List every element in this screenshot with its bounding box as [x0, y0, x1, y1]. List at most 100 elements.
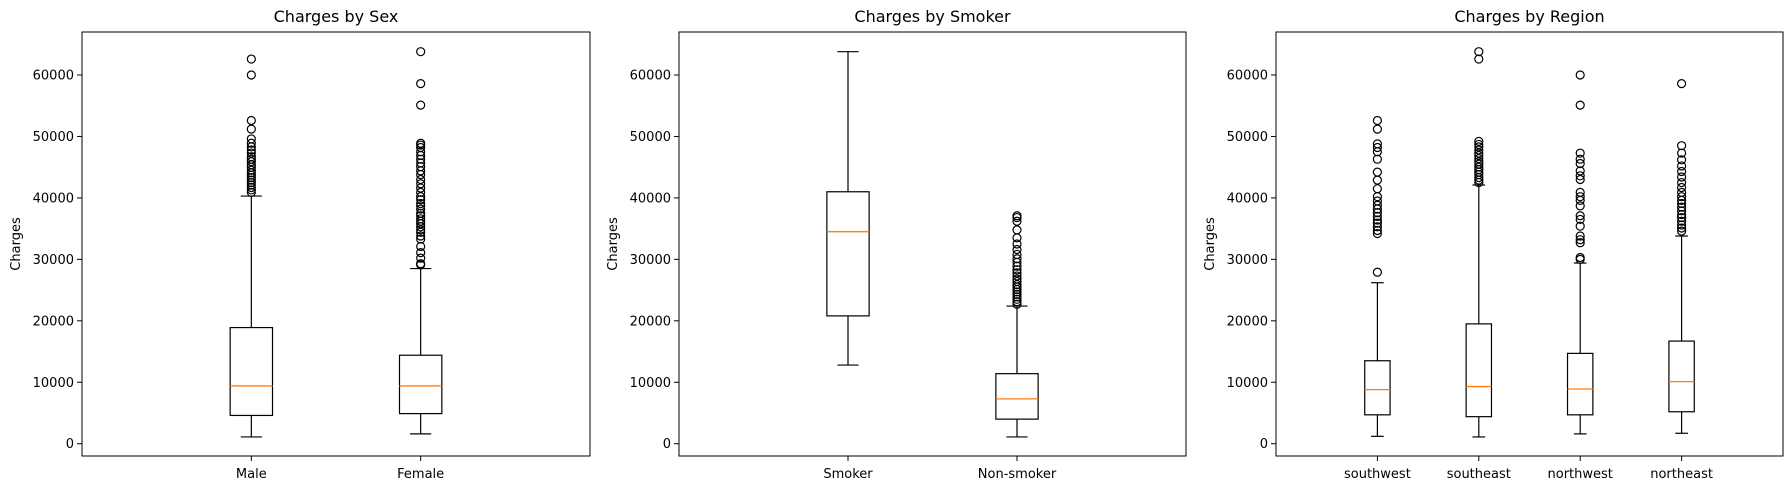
outlier-point	[1676, 198, 1687, 209]
x-tick-label: southwest	[1344, 467, 1411, 482]
outlier-point	[246, 145, 256, 155]
outlier-point	[1372, 142, 1383, 153]
outlier-point	[1372, 196, 1383, 206]
outlier-point	[1372, 124, 1383, 134]
outlier-point	[1012, 276, 1022, 287]
x-tick-label: southeast	[1447, 467, 1511, 482]
outlier-point	[1676, 177, 1687, 188]
iqr-box	[1465, 323, 1493, 418]
outlier-point	[1372, 267, 1383, 277]
iqr-box	[1364, 360, 1391, 416]
outlier-point	[246, 70, 256, 80]
outlier-point	[1372, 215, 1383, 225]
outlier-point	[1372, 211, 1383, 221]
outlier-point	[1474, 159, 1484, 169]
outlier-point	[1676, 226, 1687, 236]
y-tick-label: 40000	[33, 191, 74, 206]
outlier-point	[1012, 239, 1022, 249]
iqr-box	[229, 326, 274, 417]
outlier-point	[1676, 192, 1687, 202]
y-tick-label: 60000	[630, 69, 671, 84]
box-smoker: Smoker	[823, 51, 873, 482]
outlier-point	[1012, 299, 1022, 309]
outlier-point	[1575, 192, 1585, 202]
outlier-point	[1012, 292, 1022, 302]
box-southwest: southwest	[1344, 115, 1411, 482]
outlier-point	[416, 198, 426, 209]
outlier-point	[1012, 297, 1022, 307]
outlier-point	[416, 79, 426, 89]
outlier-point	[246, 157, 256, 167]
outlier-point	[416, 158, 426, 168]
outlier-point	[1676, 209, 1687, 220]
y-tick-label: 0	[663, 437, 671, 452]
y-tick-label: 60000	[1227, 69, 1268, 84]
y-tick-label: 10000	[630, 376, 671, 391]
outlier-point	[416, 253, 426, 263]
y-tick-label: 50000	[630, 130, 671, 145]
outlier-point	[1012, 225, 1022, 235]
outlier-point	[1474, 54, 1484, 64]
outlier-point	[416, 248, 426, 258]
outlier-point	[1012, 271, 1022, 281]
outlier-point	[1575, 254, 1585, 264]
outlier-point	[416, 259, 426, 269]
outlier-point	[416, 234, 426, 244]
outlier-point	[1676, 182, 1687, 193]
outlier-point	[416, 227, 426, 237]
outlier-point	[1575, 187, 1585, 197]
outlier-point	[246, 165, 256, 175]
outlier-point	[1372, 228, 1383, 239]
outlier-point	[246, 180, 256, 190]
outlier-point	[1575, 154, 1585, 164]
outlier-point	[416, 204, 426, 214]
iqr-box	[995, 373, 1039, 420]
box-female: Female	[397, 47, 444, 482]
outlier-point	[416, 195, 426, 205]
y-tick-label: 60000	[33, 69, 74, 84]
panel-charges-by-smoker: Charges by Smoker Charges 0 10000 20000 30000…	[606, 7, 1187, 482]
outlier-point	[416, 183, 426, 193]
outlier-point	[1372, 154, 1383, 164]
x-tick-label: northwest	[1548, 467, 1613, 482]
outlier-point	[246, 187, 256, 197]
y-tick-label: 10000	[1227, 376, 1268, 391]
outlier-point	[416, 187, 426, 197]
outlier-point	[1474, 139, 1484, 150]
outlier-point	[246, 182, 256, 193]
outlier-point	[1676, 148, 1687, 158]
y-tick-label: 0	[1260, 437, 1268, 452]
outlier-point	[1676, 172, 1687, 182]
outlier-point	[1575, 70, 1585, 80]
x-tick-label: northeast	[1650, 467, 1713, 482]
outlier-point	[1676, 166, 1687, 177]
iqr-box	[1566, 352, 1594, 416]
outlier-point	[1575, 148, 1585, 158]
x-tick-label: Smoker	[823, 467, 873, 482]
outlier-point	[246, 185, 256, 195]
outlier-point	[1575, 166, 1585, 176]
outlier-point	[1676, 155, 1687, 165]
outlier-point	[246, 152, 256, 162]
box-southeast: southeast	[1447, 47, 1511, 482]
y-axis-label: Charges	[1203, 217, 1218, 271]
outlier-point	[1372, 139, 1383, 149]
outlier-point	[1012, 294, 1022, 304]
outlier-point	[1575, 100, 1585, 110]
panel-charges-by-region: Charges by Region Charges 0 10000 20000 30000…	[1203, 7, 1784, 482]
outlier-point	[1372, 222, 1383, 232]
outlier-point	[416, 179, 426, 189]
y-tick-label: 30000	[630, 253, 671, 268]
y-tick-label: 0	[66, 437, 74, 452]
y-axis-label: Charges	[606, 217, 621, 271]
y-tick-label: 50000	[33, 130, 74, 145]
outlier-point	[1575, 201, 1585, 211]
outlier-point	[1372, 115, 1383, 126]
box-northeast: northeast	[1650, 79, 1713, 482]
outlier-point	[1676, 202, 1687, 212]
outlier-point	[416, 225, 426, 235]
outlier-point	[416, 154, 426, 164]
outlier-point	[416, 192, 426, 202]
outlier-point	[416, 174, 426, 185]
outlier-point	[1474, 162, 1484, 172]
